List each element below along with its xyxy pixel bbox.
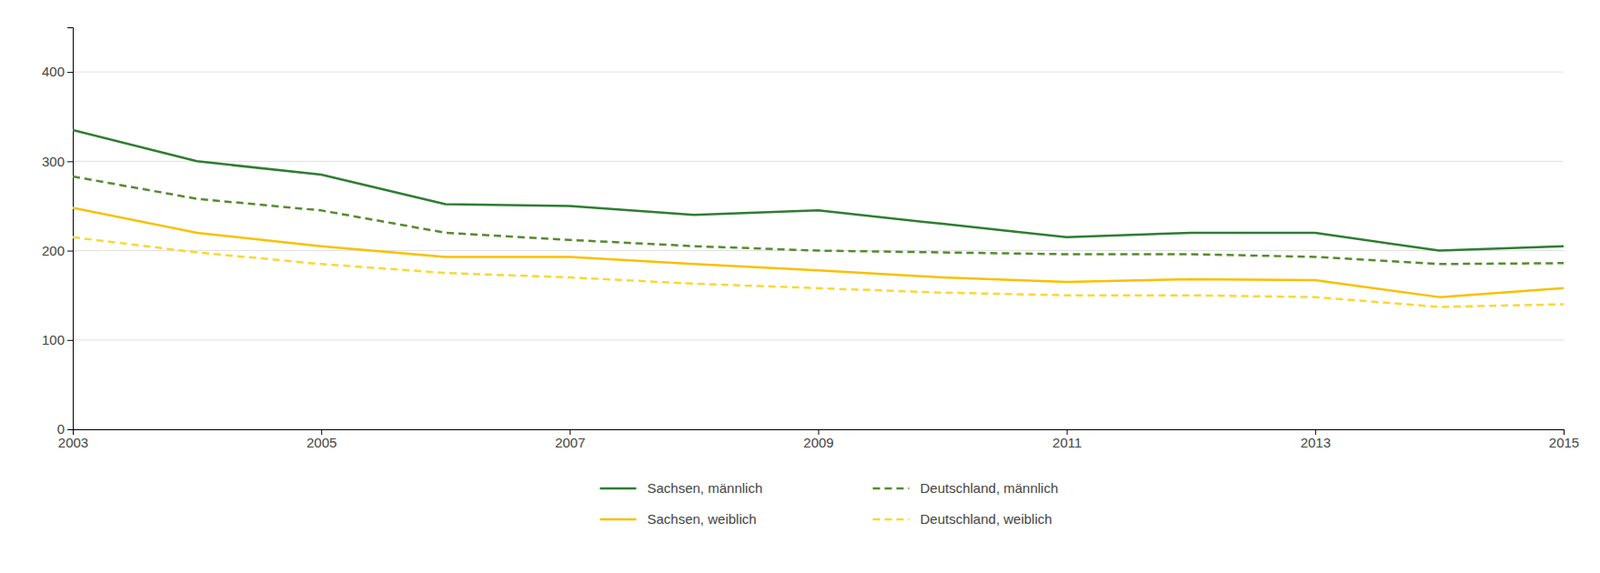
legend-label: Sachsen, weiblich (647, 511, 757, 527)
tick-label: 0 (57, 421, 65, 437)
tick-mark (67, 161, 73, 162)
tick-mark (67, 429, 73, 431)
legend-swatch (600, 518, 637, 522)
legend-item: Deutschland, männlich (873, 480, 1059, 496)
tick-label: 2007 (554, 434, 585, 451)
legend: Sachsen, männlich Deutschland, männlich Sa… (600, 480, 1059, 527)
tick-label: 300 (41, 153, 65, 170)
tick: 2015 (1549, 429, 1580, 451)
tick-label: 400 (41, 63, 65, 80)
tick-label: 2015 (1549, 434, 1580, 451)
tick-mark (67, 340, 73, 342)
grid-line (72, 161, 1564, 162)
axis-line (67, 28, 74, 431)
tick-label: 2005 (306, 434, 337, 451)
series-line (72, 207, 1564, 297)
legend-label: Sachsen, männlich (647, 480, 764, 496)
tick: 100 (41, 332, 73, 348)
legend-item: Sachsen, männlich (600, 480, 764, 496)
plot: 2003200520072009201120132015010020030040… (41, 28, 1580, 451)
tick: 2011 (1052, 429, 1082, 451)
y-axis: 0 100 200 300 400 (41, 28, 74, 438)
legend-label: Deutschland, männlich (920, 480, 1059, 496)
tick: 0 (57, 421, 73, 437)
tick: 400 (41, 63, 73, 80)
legend-swatch (873, 518, 910, 522)
x-axis: 2003200520072009201120132015 (58, 429, 1580, 451)
tick-mark (67, 71, 73, 73)
tick-label: 2011 (1052, 434, 1082, 451)
grid-line (72, 339, 1564, 341)
legend-swatch (873, 487, 910, 491)
legend-item: Sachsen, weiblich (600, 511, 757, 527)
tick: 2009 (803, 429, 834, 451)
grid-line (72, 71, 1564, 73)
series-line (72, 176, 1564, 264)
grid (72, 71, 1564, 430)
tick-label: 100 (41, 332, 65, 348)
series-line (72, 237, 1564, 308)
tick: 2013 (1300, 429, 1331, 451)
legend-swatch (600, 487, 637, 491)
tick-label: 200 (41, 242, 65, 259)
tick-mark (67, 251, 73, 252)
tick-label: 2009 (803, 434, 834, 451)
tick: 2005 (306, 429, 337, 451)
series-line (72, 130, 1564, 252)
lines (72, 130, 1564, 307)
tick: 2007 (554, 429, 585, 451)
tick: 300 (41, 153, 73, 170)
legend-item: Deutschland, weiblich (873, 511, 1053, 527)
legend-label: Deutschland, weiblich (920, 511, 1053, 527)
chart: 2003200520072009201120132015010020030040… (0, 0, 1600, 573)
tick-label: 2013 (1300, 434, 1331, 451)
tick: 200 (41, 242, 73, 259)
